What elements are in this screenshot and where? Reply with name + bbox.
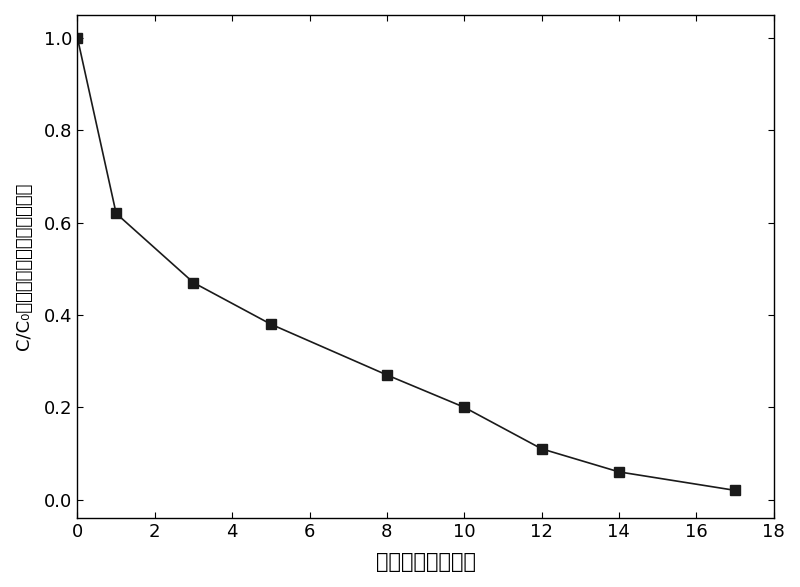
X-axis label: 反应时间（分钟）: 反应时间（分钟） <box>375 552 475 572</box>
Y-axis label: C/C₀（当前浓度与初始浓度比）: C/C₀（当前浓度与初始浓度比） <box>15 183 33 350</box>
